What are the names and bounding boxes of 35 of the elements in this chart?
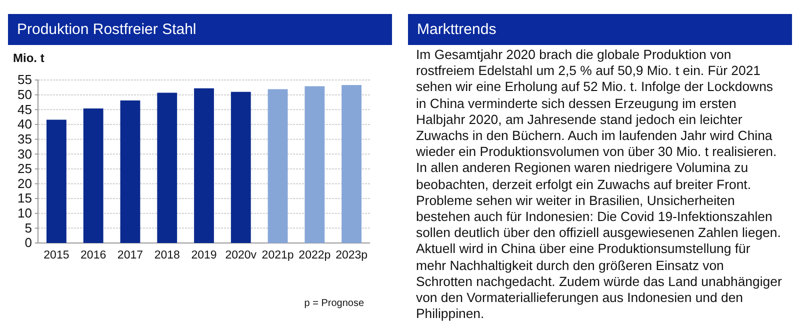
bar	[230, 92, 251, 243]
text: p = Prognose	[304, 298, 364, 309]
x-tick-label: 2018	[154, 250, 180, 262]
bar	[304, 86, 325, 243]
x-tick-label: 2019	[191, 250, 217, 262]
y-tick-label: 50	[18, 86, 32, 102]
x-tick-label: 2017	[117, 250, 144, 262]
y-tick-label: 5	[24, 220, 32, 236]
y-tick-label: 20	[18, 176, 32, 191]
y-tick-label: 0	[24, 235, 32, 250]
bar	[120, 100, 140, 243]
y-axis-title: Mio. t	[13, 51, 44, 65]
bar	[194, 88, 214, 243]
x-tick-label: 2020v	[225, 250, 257, 262]
y-tick-label: 10	[18, 206, 32, 221]
y-tick-label: 35	[18, 131, 32, 146]
y-tick-label: 25	[18, 161, 32, 176]
x-tick-label: 2016	[80, 250, 106, 262]
bar	[83, 108, 104, 243]
bar	[342, 85, 362, 243]
y-tick-label: 45	[18, 102, 32, 117]
chart-title: Produktion Rostfreier Stahl	[8, 14, 392, 45]
x-tick-label: 2023p	[336, 250, 368, 262]
x-tick-label: 2022p	[298, 250, 331, 262]
y-tick-label: 55	[18, 72, 32, 88]
bar	[157, 92, 178, 243]
bar	[46, 120, 66, 243]
x-tick-label: 2015	[44, 250, 70, 262]
y-tick-label: 40	[18, 116, 32, 132]
bar	[268, 89, 288, 243]
text: Markttrends	[408, 14, 792, 45]
x-tick-label: 2021p	[262, 250, 294, 262]
y-tick-label: 30	[18, 146, 32, 162]
text: Im Gesamtjahr 2020 brach die globale Produktion von rostfreiem Edelstahl um 2,5 % auf 50,9 Mio. t ein. Für 2021 sehen wir eine Erholung auf 52 Mio. t. Infolge der Lockdowns in China verminderte sich dessen Erzeugung im ersten Halbjahr 2020, am Jahresende stand jedoch ein leichter Zuwachs in den Büchern. Auch im laufenden Jahr wird China wieder ein Produktionsvolumen von über 30 Mio. t realisieren. In allen anderen Regionen waren niedrigere Volumina zu beobachten, derzeit erfolgt ein Zuwachs auf breiter Front. Probleme sehen wir weiter in Brasilien, Unsicherheiten bestehen auch für Indonesien: Die Covid 19-Infektionszahlen sollen deutlich über den offiziell ausgewiesenen Zahlen liegen. Aktuell wird in China über eine Produktionsumstellung für mehr Nachhaltigkeit durch den größeren Einsatz von Schrotten nachgedacht. Zudem würde das Land unabhängiger von den Vormateriallieferungen aus Indonesien und den Philippinen.	[416, 47, 782, 322]
y-tick-label: 15	[18, 190, 32, 206]
